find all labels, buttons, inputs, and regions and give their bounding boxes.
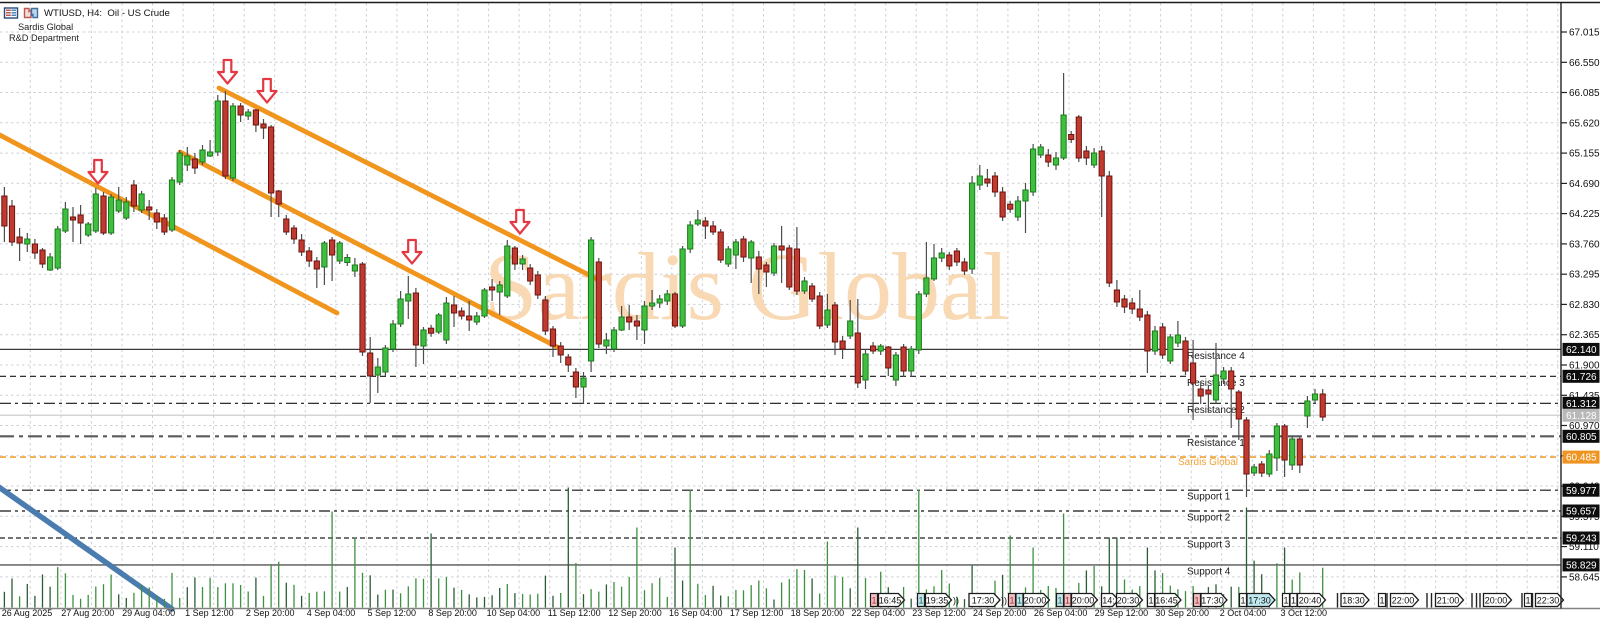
svg-text:58.645: 58.645	[1569, 572, 1600, 583]
svg-text:66.085: 66.085	[1569, 88, 1600, 99]
svg-text:60.485: 60.485	[1566, 453, 1597, 464]
svg-text:60.970: 60.970	[1569, 421, 1600, 432]
svg-text:16:45: 16:45	[879, 596, 902, 606]
svg-text:Support 4: Support 4	[1187, 566, 1231, 577]
svg-text:1: 1	[1148, 596, 1153, 606]
svg-text:Sardis Global: Sardis Global	[18, 22, 73, 32]
svg-text:59.977: 59.977	[1566, 486, 1597, 497]
svg-text:22:30: 22:30	[1537, 596, 1560, 606]
svg-text:8 Sep 20:00: 8 Sep 20:00	[428, 608, 477, 618]
svg-text:16 Sep 04:00: 16 Sep 04:00	[669, 608, 723, 618]
svg-text:3 Oct 12:00: 3 Oct 12:00	[1281, 608, 1328, 618]
svg-text:17:30: 17:30	[1248, 596, 1271, 606]
svg-text:)): ))	[1001, 596, 1007, 606]
svg-text:1: 1	[1194, 596, 1199, 606]
svg-text:WTIUSD, H4: Oil - US Crude: WTIUSD, H4: Oil - US Crude	[44, 8, 170, 19]
svg-text:62.830: 62.830	[1569, 300, 1600, 311]
svg-text:59.657: 59.657	[1566, 507, 1597, 518]
svg-text:19:35: 19:35	[926, 596, 949, 606]
svg-text:24 Sep 20:00: 24 Sep 20:00	[973, 608, 1027, 618]
svg-text:20:00: 20:00	[1072, 596, 1095, 606]
svg-text:59.243: 59.243	[1566, 534, 1597, 545]
svg-text:2 Sep 20:00: 2 Sep 20:00	[246, 608, 295, 618]
svg-text:20:00: 20:00	[1485, 596, 1508, 606]
svg-text:26 Sep 04:00: 26 Sep 04:00	[1034, 608, 1088, 618]
svg-text:61.726: 61.726	[1566, 372, 1597, 383]
svg-text:67.015: 67.015	[1569, 28, 1600, 39]
svg-text:1: 1	[1283, 596, 1288, 606]
svg-text:22 Sep 04:00: 22 Sep 04:00	[851, 608, 905, 618]
svg-text:1: 1	[1057, 596, 1062, 606]
svg-text:30 Sep 20:00: 30 Sep 20:00	[1155, 608, 1209, 618]
svg-text:61.435: 61.435	[1569, 391, 1600, 402]
svg-text:60.805: 60.805	[1566, 432, 1597, 443]
svg-text:18 Sep 20:00: 18 Sep 20:00	[791, 608, 845, 618]
svg-text:62.365: 62.365	[1569, 330, 1600, 341]
svg-text:65.155: 65.155	[1569, 149, 1600, 160]
svg-text:17 Sep 12:00: 17 Sep 12:00	[730, 608, 784, 618]
svg-text:10 Sep 04:00: 10 Sep 04:00	[487, 608, 541, 618]
svg-text:17:30: 17:30	[972, 596, 995, 606]
svg-text:Sardis Global: Sardis Global	[484, 233, 1009, 340]
svg-text:)): ))	[953, 596, 959, 606]
svg-text:61.312: 61.312	[1566, 399, 1597, 410]
svg-text:Support 2: Support 2	[1187, 513, 1231, 524]
svg-text:29 Aug 04:00: 29 Aug 04:00	[122, 608, 175, 618]
svg-text:1: 1	[1017, 596, 1022, 606]
svg-text:20:30: 20:30	[1117, 596, 1140, 606]
svg-text:62.140: 62.140	[1566, 345, 1597, 356]
svg-text:27 Aug 20:00: 27 Aug 20:00	[61, 608, 114, 618]
svg-text:17:30: 17:30	[1201, 596, 1224, 606]
svg-text:1: 1	[871, 596, 876, 606]
svg-text:Resistance 2: Resistance 2	[1187, 405, 1245, 416]
svg-text:1: 1	[1525, 596, 1530, 606]
svg-text:22:00: 22:00	[1392, 596, 1415, 606]
svg-text:58.829: 58.829	[1566, 561, 1597, 572]
svg-text:65.620: 65.620	[1569, 118, 1600, 129]
svg-text:1: 1	[1379, 596, 1384, 606]
svg-text:5 Sep 12:00: 5 Sep 12:00	[368, 608, 417, 618]
svg-text:20:40: 20:40	[1299, 596, 1322, 606]
svg-text:1: 1	[918, 596, 923, 606]
svg-text:59.110: 59.110	[1569, 542, 1599, 553]
svg-text:66.550: 66.550	[1569, 58, 1600, 69]
svg-text:11 Sep 12:00: 11 Sep 12:00	[548, 608, 601, 618]
svg-text:2 Oct 04:00: 2 Oct 04:00	[1220, 608, 1267, 618]
svg-text:20:00: 20:00	[1024, 596, 1047, 606]
svg-text:29 Sep 12:00: 29 Sep 12:00	[1095, 608, 1149, 618]
svg-text:Sardis Global: Sardis Global	[1178, 457, 1238, 468]
svg-text:1: 1	[1009, 596, 1014, 606]
svg-text:16:45: 16:45	[1155, 596, 1178, 606]
svg-text:61.900: 61.900	[1569, 361, 1600, 372]
svg-text:63.295: 63.295	[1569, 270, 1600, 281]
svg-text:21:00: 21:00	[1437, 596, 1460, 606]
svg-text:1: 1	[1240, 596, 1245, 606]
svg-text:64.690: 64.690	[1569, 179, 1600, 190]
svg-text:23 Sep 12:00: 23 Sep 12:00	[912, 608, 966, 618]
svg-text:4 Sep 04:00: 4 Sep 04:00	[307, 608, 356, 618]
svg-text:R&D Department: R&D Department	[9, 33, 79, 43]
svg-text:14:: 14:	[1102, 596, 1115, 606]
svg-text:64.225: 64.225	[1569, 209, 1600, 220]
svg-text:1: 1	[1291, 596, 1296, 606]
svg-text:18:30: 18:30	[1342, 596, 1365, 606]
svg-text:26 Aug 2025: 26 Aug 2025	[2, 608, 53, 618]
svg-text:61.128: 61.128	[1566, 411, 1597, 422]
svg-text:Support 3: Support 3	[1187, 540, 1231, 551]
svg-text:Resistance 1: Resistance 1	[1187, 438, 1245, 449]
svg-text:1 Sep 12:00: 1 Sep 12:00	[185, 608, 234, 618]
svg-text:63.760: 63.760	[1569, 239, 1600, 250]
svg-text:Support 1: Support 1	[1187, 492, 1231, 503]
svg-text:12 Sep 20:00: 12 Sep 20:00	[608, 608, 662, 618]
svg-text:1: 1	[1065, 596, 1070, 606]
